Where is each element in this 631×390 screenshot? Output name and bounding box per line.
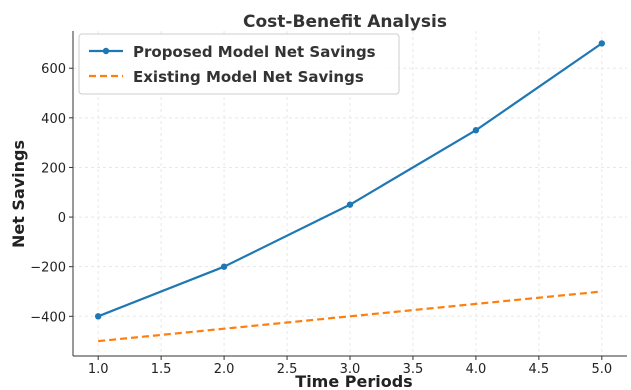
data-point (598, 40, 606, 47)
y-tick-label: −400 (30, 310, 66, 325)
y-axis-label: Net Savings (9, 140, 28, 248)
x-tick-label: 3.5 (403, 362, 424, 377)
y-tick-label: −200 (30, 261, 66, 276)
x-tick-label: 1.0 (88, 362, 109, 377)
data-point (220, 263, 228, 270)
y-tick-label: 400 (41, 112, 66, 127)
x-tick-label: 4.5 (529, 362, 550, 377)
x-tick-label: 5.0 (591, 362, 612, 377)
legend-marker-proposed (102, 47, 110, 55)
chart-title: Cost-Benefit Analysis (243, 12, 447, 32)
y-tick-label: 600 (41, 62, 66, 77)
x-tick-label: 3.0 (340, 362, 361, 377)
data-point (94, 313, 102, 320)
y-tick-label: 200 (41, 161, 66, 176)
data-point (472, 127, 480, 134)
data-point (346, 201, 354, 208)
x-tick-label: 1.5 (151, 362, 172, 377)
x-tick-label: 2.0 (214, 362, 235, 377)
legend: Proposed Model Net Savings Existing Mode… (78, 33, 400, 95)
series-layer (94, 40, 606, 343)
legend-box (78, 33, 400, 95)
legend-label-proposed: Proposed Model Net Savings (133, 43, 376, 61)
x-tick-label: 2.5 (277, 362, 298, 377)
x-axis-label: Time Periods (295, 372, 412, 390)
x-axis-ticks: 1.0 1.5 2.0 2.5 3.0 3.5 4.0 4.5 5.0 (88, 356, 612, 377)
legend-label-existing: Existing Model Net Savings (133, 68, 364, 86)
series-line-1 (98, 290, 602, 343)
y-axis-ticks: −400 −200 0 200 400 600 (30, 62, 73, 325)
x-tick-label: 4.0 (466, 362, 487, 377)
y-tick-label: 0 (58, 211, 66, 226)
